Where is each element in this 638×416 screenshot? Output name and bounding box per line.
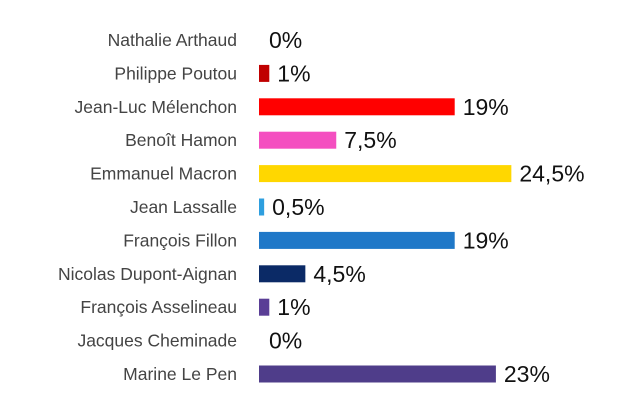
value-label: 19%	[463, 227, 509, 253]
category-label: Nicolas Dupont-Aignan	[58, 264, 237, 284]
category-label: Marine Le Pen	[123, 364, 237, 384]
value-label: 0%	[269, 27, 302, 53]
category-label: Nathalie Arthaud	[108, 30, 237, 50]
bar	[259, 365, 496, 383]
bars	[259, 64, 512, 383]
value-label: 0,5%	[272, 194, 324, 220]
value-labels: 0%1%19%7,5%24,5%0,5%19%4,5%1%0%23%	[269, 27, 585, 387]
value-label: 23%	[504, 361, 550, 387]
bar	[259, 165, 512, 183]
bar	[259, 198, 265, 216]
bar	[259, 298, 270, 316]
category-label: Jean Lassalle	[130, 197, 237, 217]
category-label: Jean-Luc Mélenchon	[75, 97, 237, 117]
bar	[259, 98, 455, 116]
category-label: François Asselineau	[80, 297, 237, 317]
category-label: François Fillon	[123, 230, 237, 250]
category-label: Benoît Hamon	[125, 130, 237, 150]
value-label: 0%	[269, 328, 302, 354]
category-labels: Nathalie Arthaud Philippe Poutou Jean-Luc …	[58, 30, 237, 384]
value-label: 19%	[463, 94, 509, 120]
value-label: 1%	[277, 60, 310, 86]
bar	[259, 131, 337, 149]
value-label: 4,5%	[313, 261, 365, 287]
category-label: Jacques Cheminade	[77, 331, 237, 351]
category-label: Philippe Poutou	[114, 63, 237, 83]
value-label: 1%	[277, 294, 310, 320]
category-label: Emmanuel Macron	[90, 164, 237, 184]
value-label: 24,5%	[519, 161, 584, 187]
bar	[259, 231, 455, 249]
bar	[259, 265, 306, 283]
value-label: 7,5%	[344, 127, 396, 153]
bar	[259, 64, 270, 82]
